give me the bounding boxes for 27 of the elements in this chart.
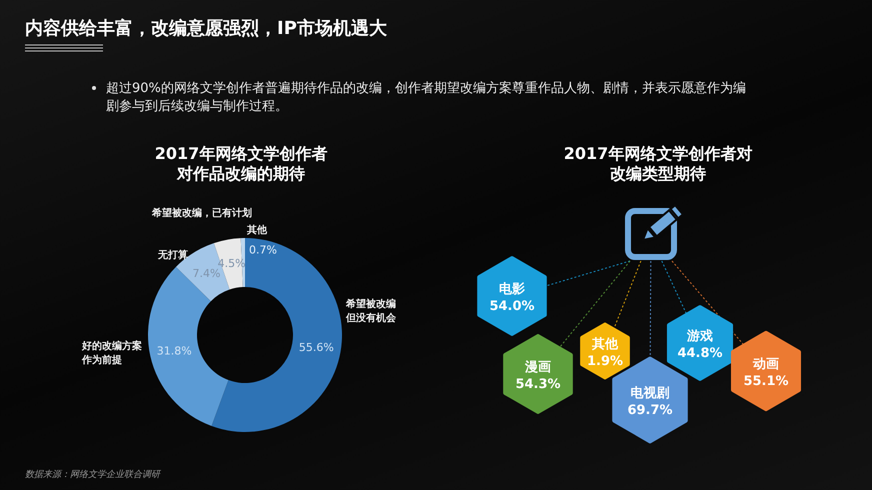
slice-label: 无打算 <box>158 249 188 263</box>
category-label: 电影 <box>499 282 525 297</box>
chart-title: 2017年网络文学创作者对作品改编的期待 <box>154 144 328 184</box>
slice-label: 希望被改编但没有机会 <box>346 298 397 326</box>
donut-slice <box>148 266 228 426</box>
slice-label: 希望被改编，已有计划 <box>152 207 252 221</box>
data-label: 55.6% <box>298 341 334 354</box>
category-label: 动画 <box>752 357 779 372</box>
category-label: 漫画 <box>524 360 551 375</box>
source-note: 数据来源：网络文学企业联合调研 <box>25 468 160 481</box>
data-label: 1.9% <box>586 354 624 369</box>
text: 超过90%的网络文学创作者普遍期待作品的改编，创作者期望改编方案尊重作品人物、剧情，并表示愿意作为编剧参与到后续改编与制作过程。 <box>106 80 747 116</box>
category-label: 电视剧 <box>630 385 670 401</box>
data-label: 54.0% <box>489 299 535 314</box>
data-label: 0.7% <box>249 244 277 256</box>
category-label: 其他 <box>591 337 619 352</box>
slice-label: 其他 <box>247 224 267 238</box>
data-label: 69.7% <box>627 403 673 418</box>
text: 2017年网络文学创作者对改编类型期待 <box>562 144 754 184</box>
data-label: 7.4% <box>192 267 221 280</box>
data-label: 55.1% <box>743 374 789 389</box>
data-label: 44.8% <box>677 346 723 361</box>
text: 内容供给丰富，改编意愿强烈，IP市场机遇大 <box>25 17 387 41</box>
slice-label: 好的改编方案作为前提 <box>82 340 143 368</box>
data-label: 54.3% <box>515 377 561 392</box>
data-label: 31.8% <box>156 344 192 358</box>
category-label: 游戏 <box>686 329 713 344</box>
